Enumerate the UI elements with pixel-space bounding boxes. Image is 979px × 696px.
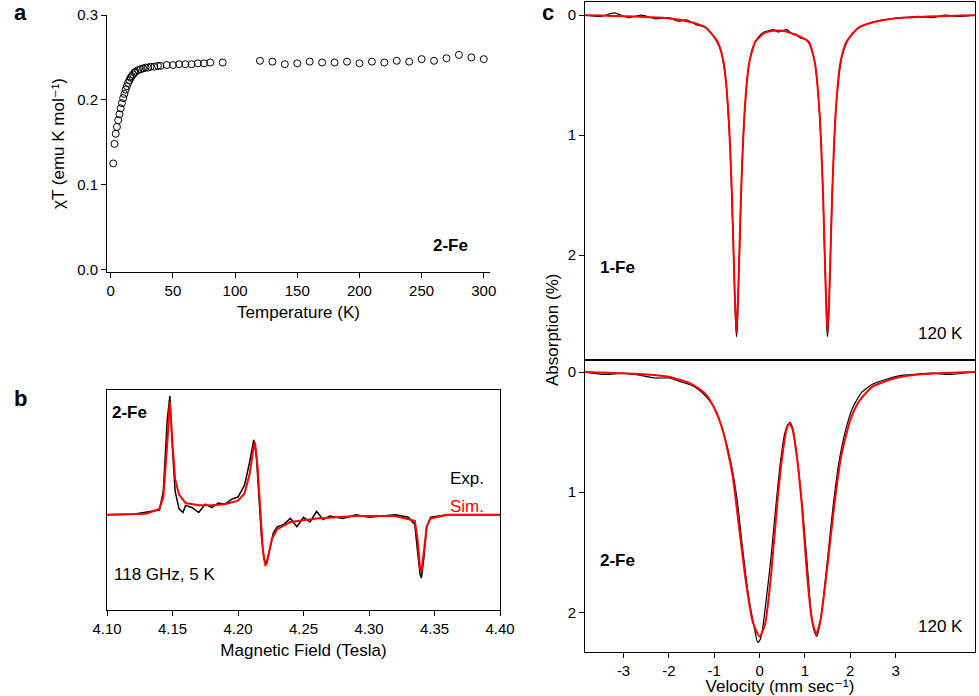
svg-text:4.30: 4.30 bbox=[354, 620, 383, 637]
svg-text:0.2: 0.2 bbox=[77, 91, 98, 108]
svg-text:Magnetic Field (Tesla): Magnetic Field (Tesla) bbox=[220, 641, 386, 660]
svg-text:2: 2 bbox=[846, 662, 854, 679]
svg-text:4.20: 4.20 bbox=[223, 620, 252, 637]
svg-text:-3: -3 bbox=[617, 662, 630, 679]
svg-text:200: 200 bbox=[347, 282, 372, 299]
svg-text:-2: -2 bbox=[662, 662, 675, 679]
svg-text:Exp.: Exp. bbox=[450, 469, 484, 488]
svg-text:0.0: 0.0 bbox=[77, 261, 98, 278]
svg-text:4.15: 4.15 bbox=[158, 620, 187, 637]
svg-text:-1: -1 bbox=[708, 662, 721, 679]
svg-text:100: 100 bbox=[223, 282, 248, 299]
svg-text:0.1: 0.1 bbox=[77, 176, 98, 193]
svg-text:150: 150 bbox=[285, 282, 310, 299]
svg-text:4.10: 4.10 bbox=[92, 620, 121, 637]
svg-text:χT (emu K mol⁻¹): χT (emu K mol⁻¹) bbox=[49, 78, 68, 209]
svg-text:0: 0 bbox=[568, 363, 576, 380]
svg-text:1: 1 bbox=[568, 483, 576, 500]
svg-text:2: 2 bbox=[568, 246, 576, 263]
svg-text:1: 1 bbox=[568, 126, 576, 143]
svg-text:0: 0 bbox=[568, 6, 576, 23]
svg-text:0: 0 bbox=[107, 282, 115, 299]
svg-text:4.35: 4.35 bbox=[420, 620, 449, 637]
svg-text:Absorption (%): Absorption (%) bbox=[543, 274, 562, 386]
svg-text:4.40: 4.40 bbox=[485, 620, 514, 637]
svg-text:Temperature (K): Temperature (K) bbox=[237, 303, 360, 322]
svg-text:1: 1 bbox=[801, 662, 809, 679]
svg-text:1-Fe: 1-Fe bbox=[600, 258, 635, 277]
svg-text:c: c bbox=[542, 0, 554, 25]
svg-text:50: 50 bbox=[165, 282, 182, 299]
svg-text:120 K: 120 K bbox=[918, 324, 963, 343]
svg-text:250: 250 bbox=[409, 282, 434, 299]
svg-text:2: 2 bbox=[568, 604, 576, 621]
svg-text:2-Fe: 2-Fe bbox=[112, 403, 147, 422]
svg-text:300: 300 bbox=[471, 282, 496, 299]
svg-text:a: a bbox=[14, 0, 27, 25]
svg-text:118 GHz, 5 K: 118 GHz, 5 K bbox=[114, 565, 215, 584]
svg-text:120 K: 120 K bbox=[918, 617, 963, 636]
svg-text:2-Fe: 2-Fe bbox=[600, 551, 635, 570]
svg-text:b: b bbox=[14, 386, 27, 411]
svg-text:2-Fe: 2-Fe bbox=[433, 236, 468, 255]
svg-text:Sim.: Sim. bbox=[450, 497, 484, 516]
svg-text:Velocity (mm sec⁻¹): Velocity (mm sec⁻¹) bbox=[706, 677, 855, 696]
svg-text:3: 3 bbox=[891, 662, 899, 679]
svg-text:0: 0 bbox=[755, 662, 763, 679]
svg-text:0.3: 0.3 bbox=[77, 6, 98, 23]
svg-text:4.25: 4.25 bbox=[289, 620, 318, 637]
